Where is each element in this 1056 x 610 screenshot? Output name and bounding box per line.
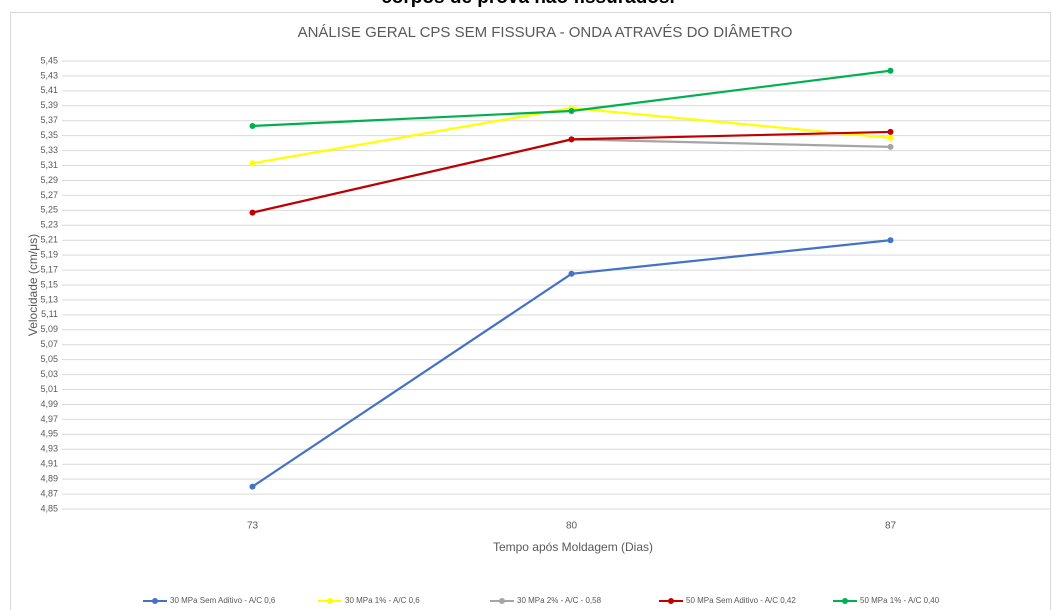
y-tick-label: 5,25 <box>40 205 58 215</box>
y-tick-label: 5,23 <box>40 220 58 230</box>
y-tick-label: 5,13 <box>40 294 58 304</box>
x-tick-label: 87 <box>885 521 897 532</box>
x-axis-label: Tempo após Moldagem (Dias) <box>493 540 653 554</box>
legend-marker <box>842 598 848 604</box>
y-tick-label: 4,99 <box>40 399 58 409</box>
x-tick-label: 73 <box>247 521 259 532</box>
legend-marker <box>327 598 333 604</box>
legend-marker <box>668 598 674 604</box>
legend-label: 30 MPa Sem Aditivo - A/C 0,6 <box>170 596 276 605</box>
y-tick-label: 4,87 <box>40 488 58 498</box>
y-tick-label: 4,89 <box>40 474 58 484</box>
y-tick-label: 5,17 <box>40 264 58 274</box>
legend-marker <box>152 598 158 604</box>
point <box>568 270 575 277</box>
point <box>249 160 256 167</box>
point <box>249 209 256 216</box>
point <box>887 67 894 74</box>
y-tick-label: 5,33 <box>40 145 58 155</box>
y-tick-label: 5,09 <box>40 324 58 334</box>
y-axis-label: Velocidade (cm/μs) <box>26 234 40 336</box>
y-tick-label: 5,39 <box>40 100 58 110</box>
point <box>249 122 256 129</box>
y-tick-label: 5,31 <box>40 160 58 170</box>
y-tick-label: 4,91 <box>40 459 58 469</box>
caption: corpos de prova não fissurados. <box>381 0 675 8</box>
y-tick-label: 5,05 <box>40 354 58 364</box>
y-tick-label: 4,95 <box>40 429 58 439</box>
y-tick-label: 4,97 <box>40 414 58 424</box>
y-tick-label: 5,27 <box>40 190 58 200</box>
y-tick-label: 5,37 <box>40 115 58 125</box>
chart-title: ANÁLISE GERAL CPS SEM FISSURA - ONDA ATR… <box>298 24 793 41</box>
y-tick-label: 5,29 <box>40 175 58 185</box>
y-tick-label: 4,93 <box>40 444 58 454</box>
point <box>249 483 256 490</box>
y-tick-label: 5,35 <box>40 130 58 140</box>
y-tick-label: 5,07 <box>40 339 58 349</box>
point <box>887 128 894 135</box>
x-tick-label: 80 <box>566 521 578 532</box>
y-tick-label: 5,45 <box>40 55 58 65</box>
y-tick-label: 5,41 <box>40 85 58 95</box>
legend-label: 50 MPa 1% - A/C 0,40 <box>860 596 940 605</box>
point <box>568 108 575 115</box>
y-tick-label: 5,11 <box>41 309 58 319</box>
legend-label: 30 MPa 2% - A/C - 0,58 <box>517 596 602 605</box>
legend-label: 50 MPa Sem Aditivo - A/C 0,42 <box>686 596 796 605</box>
y-tick-label: 5,03 <box>40 369 58 379</box>
legend-label: 30 MPa 1% - A/C 0,6 <box>345 596 420 605</box>
point <box>887 143 894 150</box>
point <box>568 136 575 143</box>
y-tick-label: 5,43 <box>40 70 58 80</box>
point <box>887 237 894 244</box>
y-tick-label: 5,15 <box>40 279 58 289</box>
point <box>887 134 894 141</box>
legend-marker <box>499 598 505 604</box>
y-tick-label: 4,85 <box>40 503 58 513</box>
y-tick-label: 5,21 <box>40 235 58 245</box>
y-tick-label: 5,01 <box>40 384 58 394</box>
y-tick-label: 5,19 <box>40 250 58 260</box>
